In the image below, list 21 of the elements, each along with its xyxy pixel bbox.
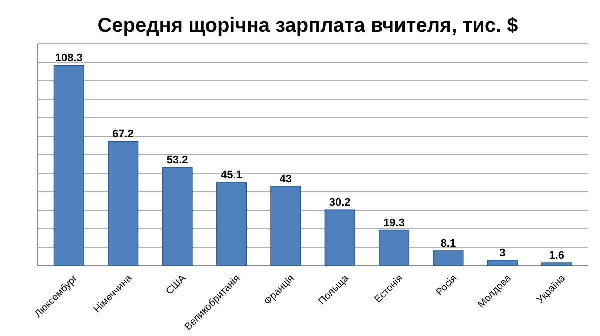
bar [162,167,193,266]
data-label: 67.2 [112,128,134,141]
data-label: 3 [500,247,506,260]
data-label: 43 [280,173,292,186]
data-label: 53.2 [166,154,188,167]
bar [542,262,572,266]
data-label: 8.1 [440,238,456,250]
data-label: 19.3 [384,217,405,230]
bar [487,260,518,266]
bar [324,210,356,266]
bar [216,182,248,266]
data-label: 30.2 [329,197,351,210]
bar [433,250,464,266]
data-label: 108.3 [55,52,83,65]
data-label: 1.6 [549,250,564,262]
bar [108,141,139,266]
chart-title: Середня щорічна зарплата вчителя, тис. $ [98,15,518,37]
bar [270,186,302,266]
bar [54,65,84,266]
data-label: 45.1 [221,170,242,182]
bar [378,230,410,266]
